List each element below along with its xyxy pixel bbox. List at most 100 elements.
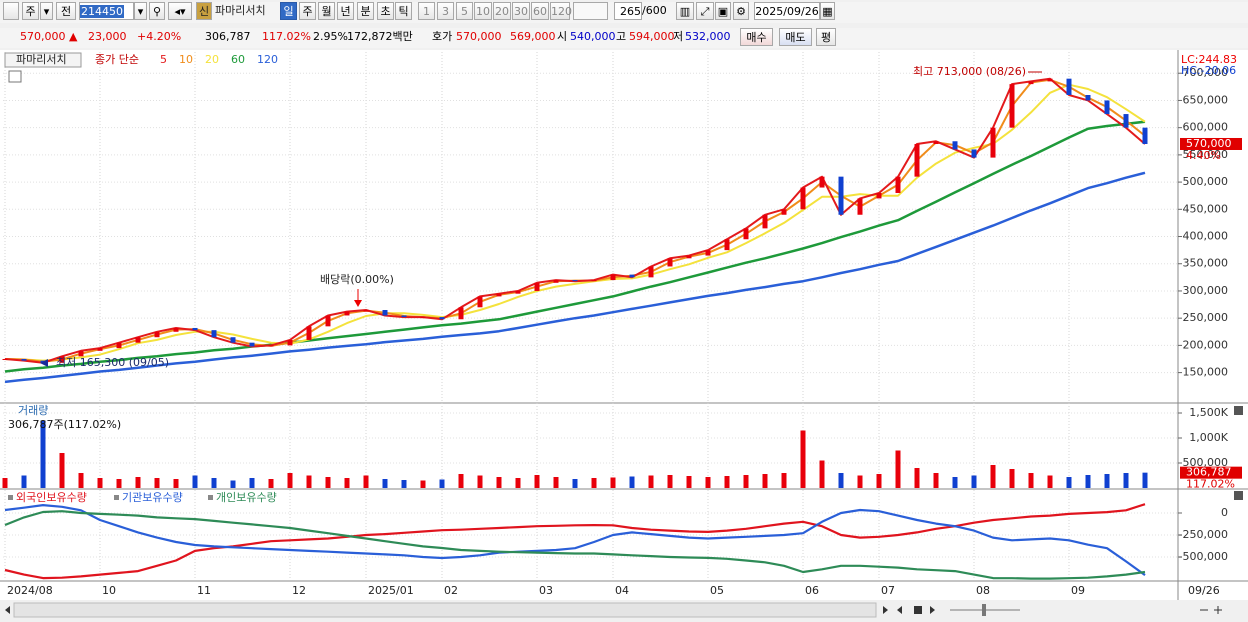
legend-entry: 60 bbox=[231, 53, 245, 66]
volume-bar bbox=[78, 473, 84, 488]
legend-label: 종가 단순 bbox=[95, 53, 139, 66]
scroll-track[interactable] bbox=[13, 602, 877, 618]
volume-bar bbox=[629, 476, 635, 488]
custom-interval[interactable] bbox=[573, 2, 608, 20]
period-button[interactable]: 초 bbox=[377, 2, 394, 20]
dropdown[interactable]: ▾ bbox=[40, 2, 53, 20]
sound-button[interactable]: ◂▾ bbox=[168, 2, 192, 20]
menu-icon[interactable] bbox=[3, 2, 19, 20]
y-tick-label: 300,000 bbox=[1183, 284, 1229, 297]
x-tick-label: 04 bbox=[615, 584, 629, 597]
code-input[interactable]: 214450 bbox=[79, 2, 134, 20]
volume-bar bbox=[325, 477, 331, 488]
volume-bar bbox=[1047, 475, 1053, 488]
count-input[interactable]: 265 bbox=[614, 2, 642, 20]
candle bbox=[1085, 95, 1091, 101]
interval-button[interactable]: 120 bbox=[550, 2, 572, 20]
volume-bar bbox=[496, 477, 502, 488]
scroll-right[interactable] bbox=[883, 606, 888, 614]
period-button[interactable]: 분 bbox=[357, 2, 374, 20]
interval-button[interactable]: 1 bbox=[418, 2, 435, 20]
volume-bar bbox=[1066, 477, 1072, 488]
volume-bar bbox=[553, 477, 559, 488]
eval-button[interactable]: 평 bbox=[816, 28, 836, 46]
interval-button[interactable]: 20 bbox=[493, 2, 511, 20]
interval-button[interactable]: 5 bbox=[456, 2, 473, 20]
candle bbox=[762, 214, 768, 229]
search-button[interactable]: ⚲ bbox=[149, 2, 165, 20]
table-icon[interactable] bbox=[8, 70, 22, 83]
candle bbox=[401, 315, 407, 318]
tool-button[interactable]: ⤢ bbox=[696, 2, 714, 20]
stop-button[interactable] bbox=[914, 606, 922, 614]
high: 594,000 bbox=[629, 30, 675, 43]
volume-bar bbox=[1123, 473, 1129, 488]
date-input[interactable]: 2025/09/26 bbox=[754, 2, 820, 20]
period-button[interactable]: 일 bbox=[280, 2, 297, 20]
volume-bar bbox=[743, 475, 749, 488]
candle bbox=[306, 326, 312, 340]
dropdown[interactable]: ▾ bbox=[134, 2, 147, 20]
candle bbox=[78, 350, 84, 357]
nav-button[interactable] bbox=[897, 606, 902, 614]
nav-button[interactable] bbox=[930, 606, 935, 614]
holding-line bbox=[4, 510, 1146, 580]
volume-bar bbox=[116, 479, 122, 488]
y-tick-label: 500,000 bbox=[1183, 175, 1229, 188]
zoom-handle[interactable] bbox=[982, 604, 986, 616]
close-button[interactable] bbox=[1234, 491, 1243, 500]
period-button[interactable]: 주 bbox=[299, 2, 316, 20]
volume-bar bbox=[534, 475, 540, 488]
last-change: 4.40% bbox=[1186, 149, 1221, 162]
volume-bar bbox=[211, 478, 217, 488]
candle bbox=[154, 331, 160, 338]
panel-title: 거래량 bbox=[18, 404, 48, 417]
settings-button[interactable]: ⚙ bbox=[733, 2, 749, 20]
save-button[interactable]: ▣ bbox=[715, 2, 731, 20]
volume-bar bbox=[401, 480, 407, 488]
lc-label: LC:244.83 bbox=[1181, 53, 1237, 66]
candle bbox=[420, 317, 426, 319]
period-button[interactable]: 틱 bbox=[395, 2, 412, 20]
x-tick-label: 06 bbox=[805, 584, 819, 597]
count-max: /600 bbox=[642, 4, 667, 17]
interval-button[interactable]: 60 bbox=[531, 2, 549, 20]
y-tick-label: 700,000 bbox=[1183, 66, 1229, 79]
interval-button[interactable]: 10 bbox=[474, 2, 492, 20]
period-button[interactable]: 월 bbox=[318, 2, 335, 20]
volume-bar bbox=[173, 479, 179, 488]
candle bbox=[2, 358, 8, 360]
interval-button[interactable]: 3 bbox=[437, 2, 454, 20]
legend-swatch bbox=[208, 495, 213, 500]
x-tick-label: 09/26 bbox=[1188, 584, 1220, 597]
legend-swatch bbox=[114, 495, 119, 500]
market-select[interactable]: 주 bbox=[22, 2, 39, 20]
candle bbox=[781, 209, 787, 215]
y-tick-label: 550,000 bbox=[1183, 148, 1229, 161]
legend-entry: 10 bbox=[179, 53, 193, 66]
y-tick-label: 200,000 bbox=[1183, 338, 1229, 351]
y-tick-label: 500,000 bbox=[1183, 456, 1229, 469]
calendar-button[interactable]: ▦ bbox=[820, 2, 835, 20]
candle bbox=[135, 337, 141, 343]
y-tick-label: 250,000 bbox=[1183, 311, 1229, 324]
candle bbox=[724, 239, 730, 251]
sell-button[interactable]: 매도 bbox=[779, 28, 812, 46]
buy-button[interactable]: 매수 bbox=[740, 28, 773, 46]
candle bbox=[800, 187, 806, 210]
interval-button[interactable]: 30 bbox=[512, 2, 530, 20]
new-badge: 신 bbox=[196, 2, 212, 20]
ma-line bbox=[4, 171, 1146, 384]
volume-bar bbox=[306, 475, 312, 488]
close-button[interactable] bbox=[1234, 406, 1243, 415]
candle bbox=[268, 345, 274, 347]
candle bbox=[534, 282, 540, 291]
volume-bar bbox=[2, 478, 8, 488]
x-tick-label: 09 bbox=[1071, 584, 1085, 597]
period-button[interactable]: 년 bbox=[337, 2, 354, 20]
x-tick-label: 05 bbox=[710, 584, 724, 597]
prev-button[interactable]: 전 bbox=[56, 2, 76, 20]
tool-button[interactable]: ▥ bbox=[676, 2, 694, 20]
scroll-left[interactable] bbox=[5, 606, 10, 614]
